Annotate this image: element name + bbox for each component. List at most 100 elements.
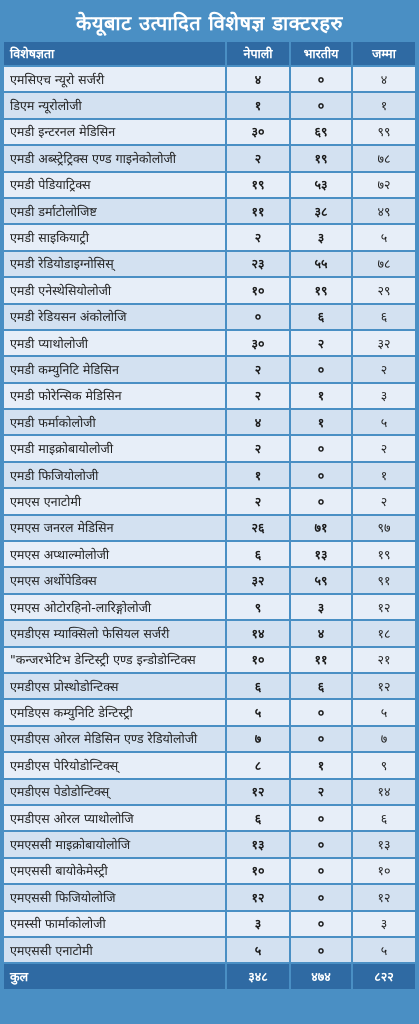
row-indian-count: ० xyxy=(290,857,353,886)
row-specialty: एमएससी फिजियोलोजि xyxy=(4,884,227,912)
row-indian-count: ० xyxy=(290,936,353,965)
row-total-count: १ xyxy=(352,92,415,120)
table-row: एमडीएस प्रोस्थोडोन्टिक्स ६ ६ १२ xyxy=(4,672,415,701)
row-nepali-count: ५ xyxy=(226,936,291,965)
table-row: एमडीएस म्याक्सिलो फेसियल सर्जरी १४ ४ १८ xyxy=(4,620,415,648)
row-indian-count: २ xyxy=(290,778,353,806)
row-indian-count: १३ xyxy=(290,541,353,569)
table-row: एमडी पेडियाट्रिक्स १९ ५३ ७२ xyxy=(4,171,415,199)
row-indian-count: ० xyxy=(290,461,353,490)
row-total-count: ६ xyxy=(352,804,415,833)
row-total-count: २१ xyxy=(352,646,415,674)
table-row: एमएससी बायोकेमेस्ट्री १० ० १० xyxy=(4,857,415,886)
row-nepali-count: १३ xyxy=(226,831,291,859)
row-indian-count: ६ xyxy=(290,672,353,701)
row-total-count: ५ xyxy=(352,936,415,965)
row-total-count: १८ xyxy=(352,620,415,648)
table-row: एमडी प्याथोलोजी ३० २ ३२ xyxy=(4,329,415,358)
table-row: एमडीएस ओरल मेडिसिन एण्ड रेडियोलोजी ७ ० ७ xyxy=(4,725,415,754)
row-indian-count: ५५ xyxy=(290,250,353,279)
row-total-count: ७ xyxy=(352,725,415,754)
row-nepali-count: ४ xyxy=(226,66,291,94)
table-row: एमडी कम्युनिटि मेडिसिन २ ० २ xyxy=(4,356,415,384)
row-nepali-count: ११ xyxy=(226,197,291,226)
table-row: एमडी एनेस्थेसियोलोजी १० १९ २९ xyxy=(4,277,415,305)
table-row: एमडीएस पेडोडोन्टिक्स् १२ २ १४ xyxy=(4,778,415,806)
table-row: एमडी फर्माकोलोजी ४ १ ५ xyxy=(4,409,415,437)
row-nepali-count: १९ xyxy=(226,171,291,199)
row-specialty: एमडीएस म्याक्सिलो फेसियल सर्जरी xyxy=(4,620,227,648)
row-specialty: एमडी एनेस्थेसियोलोजी xyxy=(4,277,227,305)
row-nepali-count: १ xyxy=(226,92,291,120)
page-title: केयूबाट उत्पादित विशेषज्ञ डाक्टरहरु xyxy=(76,10,343,35)
header-indian: भारतीय xyxy=(290,42,353,67)
row-indian-count: ० xyxy=(290,725,353,754)
row-nepali-count: ५ xyxy=(226,699,291,727)
row-nepali-count: १ xyxy=(226,461,291,490)
row-nepali-count: २६ xyxy=(226,514,291,543)
table-row: एमएस अर्थोपेडिक्स ३२ ५९ ९१ xyxy=(4,567,415,595)
row-specialty: एमडी रेडियसन अंकोलोजि xyxy=(4,303,227,331)
row-indian-count: ४ xyxy=(290,620,353,648)
row-indian-count: ० xyxy=(290,831,353,859)
row-nepali-count: २ xyxy=(226,356,291,384)
row-nepali-count: १० xyxy=(226,646,291,674)
row-specialty: एमडी फोरेन्सिक मेडिसिन xyxy=(4,382,227,411)
row-nepali-count: १४ xyxy=(226,620,291,648)
row-specialty: एमएस जनरल मेडिसिन xyxy=(4,514,227,543)
row-total-count: १३ xyxy=(352,831,415,859)
row-specialty: एमडी डर्माटोलोजिष्ट xyxy=(4,197,227,226)
row-total-count: २ xyxy=(352,435,415,463)
header-nepali: नेपाली xyxy=(226,42,291,67)
row-indian-count: १ xyxy=(290,752,353,780)
row-specialty: एमडी पेडियाट्रिक्स xyxy=(4,171,227,199)
table-row: एमडीएस ओरल प्याथोलोजि ६ ० ६ xyxy=(4,804,415,833)
footer-grand-total: ८२२ xyxy=(352,963,415,990)
row-indian-count: ३ xyxy=(290,593,353,622)
row-specialty: एमडीएस पेडोडोन्टिक्स् xyxy=(4,778,227,806)
row-nepali-count: ६ xyxy=(226,672,291,701)
table-row: एमडी इन्टरनल मेडिसिन ३० ६९ ९९ xyxy=(4,118,415,147)
row-specialty: एमडीएस प्रोस्थोडोन्टिक्स xyxy=(4,672,227,701)
table-row: एमडी फोरेन्सिक मेडिसिन २ १ ३ xyxy=(4,382,415,411)
row-nepali-count: १२ xyxy=(226,778,291,806)
row-nepali-count: २३ xyxy=(226,250,291,279)
row-nepali-count: २ xyxy=(226,224,291,252)
row-indian-count: ५३ xyxy=(290,171,353,199)
row-total-count: १० xyxy=(352,857,415,886)
row-indian-count: ० xyxy=(290,356,353,384)
row-specialty: एमडीएस ओरल मेडिसिन एण्ड रेडियोलोजी xyxy=(4,725,227,754)
table-row: एमएससी माइक्रोबायोलोजि १३ ० १३ xyxy=(4,831,415,859)
row-indian-count: ० xyxy=(290,435,353,463)
row-indian-count: ० xyxy=(290,92,353,120)
row-specialty: एमडी माइक्रोबायोलोजी xyxy=(4,435,227,463)
table-row: एमडी डर्माटोलोजिष्ट ११ ३८ ४९ xyxy=(4,197,415,226)
row-total-count: १ xyxy=(352,461,415,490)
row-specialty: "कन्जरभेटिभ डेन्टिस्ट्री एण्ड इन्डोडोन्ट… xyxy=(4,646,227,674)
row-specialty: एमएससी बायोकेमेस्ट्री xyxy=(4,857,227,886)
table-row: एमएस एनाटोमी २ ० २ xyxy=(4,488,415,516)
row-total-count: ७८ xyxy=(352,145,415,173)
table-row: एमडी रेडियोडाइग्नोसिस् २३ ५५ ७८ xyxy=(4,250,415,279)
row-nepali-count: ० xyxy=(226,303,291,331)
row-total-count: १२ xyxy=(352,884,415,912)
row-total-count: १२ xyxy=(352,593,415,622)
row-indian-count: ६ xyxy=(290,303,353,331)
row-specialty: एमडीएस पेरियोडोन्टिक्स् xyxy=(4,752,227,780)
row-specialty: एमडी रेडियोडाइग्नोसिस् xyxy=(4,250,227,279)
row-total-count: ५ xyxy=(352,224,415,252)
row-nepali-count: ८ xyxy=(226,752,291,780)
row-indian-count: ० xyxy=(290,804,353,833)
row-total-count: २ xyxy=(352,356,415,384)
table-row: एमएससी फिजियोलोजि १२ ० १२ xyxy=(4,884,415,912)
row-nepali-count: ६ xyxy=(226,541,291,569)
row-specialty: डिएम न्यूरोलोजी xyxy=(4,92,227,120)
row-nepali-count: ३२ xyxy=(226,567,291,595)
row-total-count: ९ xyxy=(352,752,415,780)
specialists-table: विशेषज्ञता नेपाली भारतीय जम्मा एमसिएच न्… xyxy=(4,42,415,990)
row-nepali-count: ३ xyxy=(226,910,291,938)
table-row: एमएस अप्थाल्मोलोजी ६ १३ १९ xyxy=(4,541,415,569)
header-total: जम्मा xyxy=(352,42,415,67)
row-specialty: एमडी साइकियाट्री xyxy=(4,224,227,252)
row-nepali-count: ६ xyxy=(226,804,291,833)
